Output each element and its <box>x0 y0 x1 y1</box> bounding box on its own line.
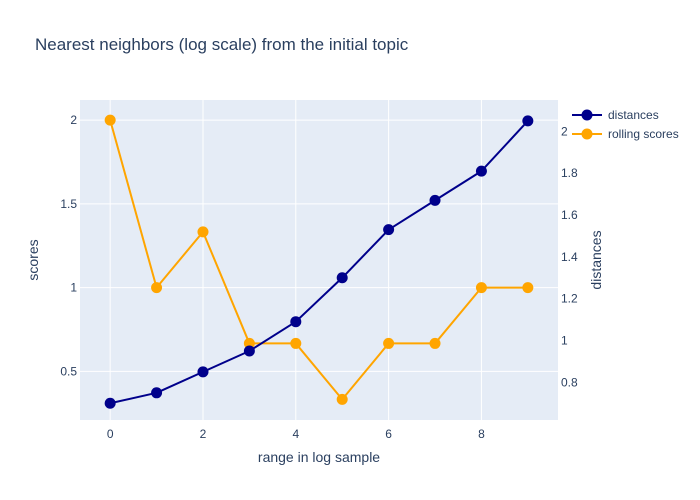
data-point-distances <box>104 397 116 409</box>
legend[interactable]: distances rolling scores <box>572 108 679 141</box>
legend-swatch-marker <box>581 128 593 140</box>
y-tick-label-right: 1.6 <box>561 208 578 222</box>
y-tick-label-right: 1.8 <box>561 166 578 180</box>
data-point-rolling-scores <box>104 114 116 126</box>
y-tick-label-right: 2 <box>561 124 568 138</box>
data-point-distances <box>429 194 441 206</box>
y-tick-label-right: 1 <box>561 334 568 348</box>
legend-label-distances: distances <box>608 108 659 122</box>
legend-item-distances[interactable]: distances <box>572 108 659 122</box>
data-point-distances <box>336 272 348 284</box>
x-tick-label: 0 <box>107 427 114 441</box>
y-axis-label-right: distances <box>588 230 604 289</box>
series-line-distances <box>109 120 529 405</box>
legend-label-rolling-scores: rolling scores <box>608 127 679 141</box>
y-tick-label-right: 1.4 <box>561 250 578 264</box>
data-point-distances <box>151 387 163 399</box>
plot-area <box>80 100 558 420</box>
chart-title: Nearest neighbors (log scale) from the i… <box>35 35 409 54</box>
data-point-distances <box>197 366 209 378</box>
ticks: 0 2 4 6 8 0.5 1 1.5 2 0.8 1 1.2 1.4 1.6 1.8 2 <box>60 113 578 441</box>
legend-swatch-marker <box>581 109 593 121</box>
series-layer <box>104 114 534 409</box>
data-point-distances <box>290 316 302 328</box>
x-tick-label: 8 <box>478 427 485 441</box>
data-point-distances <box>475 165 487 177</box>
y-tick-label-left: 1.5 <box>60 197 77 211</box>
legend-item-rolling-scores[interactable]: rolling scores <box>572 127 679 141</box>
data-point-rolling-scores <box>475 282 487 294</box>
data-point-rolling-scores <box>336 393 348 405</box>
data-point-distances <box>383 224 395 236</box>
data-point-rolling-scores <box>197 226 209 238</box>
series-line-rolling-scores <box>109 119 528 401</box>
data-point-rolling-scores <box>383 337 395 349</box>
data-point-distances <box>243 345 255 357</box>
data-point-rolling-scores <box>243 337 255 349</box>
x-tick-label: 4 <box>292 427 299 441</box>
y-tick-label-left: 2 <box>70 113 77 127</box>
data-point-rolling-scores <box>151 282 163 294</box>
data-point-rolling-scores <box>290 337 302 349</box>
y-tick-label-left: 1 <box>70 281 77 295</box>
y-tick-label-right: 1.2 <box>561 292 578 306</box>
y-tick-label-right: 0.8 <box>561 375 578 389</box>
data-point-rolling-scores <box>522 282 534 294</box>
data-point-rolling-scores <box>429 337 441 349</box>
y-axis-label-left: scores <box>25 239 41 280</box>
y-tick-label-left: 0.5 <box>60 364 77 378</box>
x-tick-label: 6 <box>385 427 392 441</box>
data-point-distances <box>522 115 534 127</box>
x-tick-label: 2 <box>200 427 207 441</box>
x-axis-label: range in log sample <box>258 449 380 465</box>
